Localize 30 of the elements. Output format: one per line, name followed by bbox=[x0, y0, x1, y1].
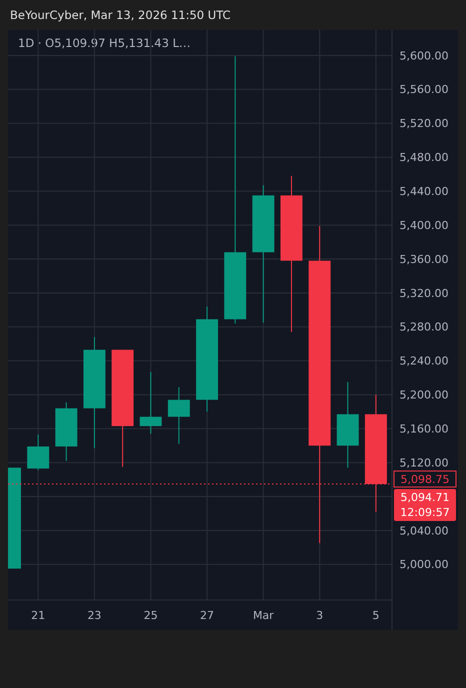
x-tick-label: 23 bbox=[87, 609, 102, 622]
y-tick-label: 5,520.00 bbox=[400, 117, 448, 130]
chart-title: BeYourCyber, Mar 13, 2026 11:50 UTC bbox=[10, 8, 231, 22]
text: 12:09:57 bbox=[400, 506, 450, 520]
y-tick-label: 5,240.00 bbox=[400, 354, 448, 368]
x-tick-label: 3 bbox=[316, 609, 324, 622]
y-tick-label: 5,160.00 bbox=[400, 422, 448, 436]
y-tick-label: 5,360.00 bbox=[400, 252, 448, 266]
x-tick-label: 21 bbox=[31, 609, 46, 622]
y-tick-label: 5,280.00 bbox=[400, 320, 448, 334]
x-tick-label: 27 bbox=[200, 609, 214, 622]
candlestick bbox=[27, 434, 50, 471]
y-tick-label: 5,480.00 bbox=[400, 151, 448, 164]
y-tick-label: 5,440.00 bbox=[400, 185, 448, 198]
y-tick-label: 5,040.00 bbox=[400, 524, 448, 538]
x-tick-label: 25 bbox=[144, 609, 158, 622]
x-tick-label: Mar bbox=[252, 609, 274, 622]
y-tick-label: 5,000.00 bbox=[400, 558, 448, 572]
candlestick bbox=[140, 371, 162, 434]
y-tick-label: 5,200.00 bbox=[400, 388, 448, 402]
candlestick bbox=[168, 386, 190, 444]
x-tick-label: 5 bbox=[372, 609, 380, 622]
y-tick-label: 5,400.00 bbox=[400, 218, 448, 232]
ref-line-label: 5,094.71 bbox=[400, 491, 450, 504]
text: 5,098.75 bbox=[400, 472, 450, 486]
y-tick-label: 5,600.00 bbox=[400, 49, 448, 62]
y-tick-label: 5,320.00 bbox=[400, 286, 448, 300]
text: 1D · O5,109.97 H5,131.43 L… bbox=[18, 36, 190, 50]
y-tick-label: 5,560.00 bbox=[400, 83, 448, 96]
y-tick-label: 5,120.00 bbox=[400, 456, 448, 470]
